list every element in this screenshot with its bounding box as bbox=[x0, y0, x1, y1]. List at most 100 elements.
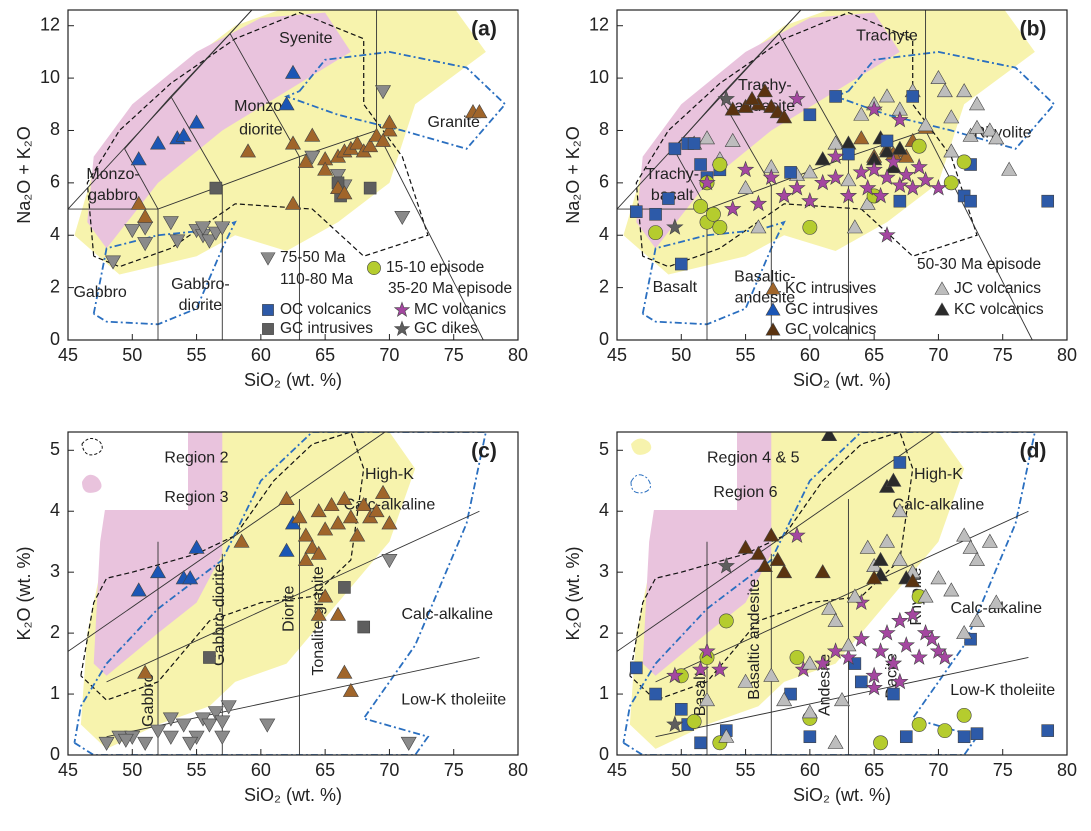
point bbox=[891, 110, 909, 128]
point bbox=[297, 527, 314, 542]
point bbox=[897, 165, 915, 183]
panel-label: (c) bbox=[471, 440, 497, 463]
point bbox=[956, 154, 972, 170]
point bbox=[363, 181, 377, 195]
point bbox=[737, 179, 754, 195]
point bbox=[362, 138, 379, 153]
point bbox=[871, 186, 890, 204]
panel: 45 50 55 60 65 70 75 80 0 2 4 6 8 10 12 SiO₂ (wt. %) Na₂… bbox=[14, 9, 528, 390]
point bbox=[668, 142, 682, 156]
region-icon bbox=[82, 474, 102, 493]
point bbox=[943, 582, 960, 597]
point bbox=[649, 687, 662, 701]
point bbox=[698, 173, 716, 191]
point bbox=[866, 570, 883, 585]
x-tick-label: 60 bbox=[251, 760, 271, 780]
plot-frame bbox=[616, 9, 1068, 341]
point bbox=[743, 90, 761, 105]
point bbox=[338, 581, 351, 594]
y-tick-label: 4 bbox=[599, 500, 609, 520]
point bbox=[629, 205, 643, 218]
y-tick-label: 4 bbox=[50, 224, 60, 244]
point bbox=[859, 539, 876, 554]
point bbox=[201, 234, 218, 249]
x-tick-label: 75 bbox=[444, 345, 464, 365]
point bbox=[968, 612, 986, 627]
x-tick-label: 60 bbox=[800, 345, 820, 365]
point bbox=[239, 143, 257, 158]
point bbox=[899, 730, 913, 744]
point bbox=[750, 545, 767, 560]
point bbox=[717, 89, 735, 107]
point bbox=[885, 472, 902, 487]
point bbox=[297, 153, 314, 168]
point bbox=[666, 218, 684, 235]
point bbox=[814, 173, 832, 191]
point bbox=[182, 570, 199, 585]
x-tick-label: 50 bbox=[122, 760, 142, 780]
point bbox=[988, 130, 1005, 145]
point bbox=[686, 714, 702, 729]
y-tick-label: 1 bbox=[50, 683, 60, 703]
point bbox=[957, 730, 971, 744]
point bbox=[629, 661, 643, 675]
region-icon bbox=[631, 438, 652, 455]
region-icon bbox=[81, 438, 103, 456]
y-tick-label: 2 bbox=[50, 622, 60, 642]
annotation: Granite bbox=[427, 114, 480, 131]
y-axis-label: Na₂O + K₂O bbox=[563, 126, 583, 224]
point bbox=[149, 724, 167, 739]
annotation: Region 2 bbox=[164, 449, 228, 466]
annotation: Syenite bbox=[279, 30, 332, 47]
y-tick-label: 3 bbox=[50, 561, 60, 581]
point bbox=[756, 557, 773, 573]
point bbox=[814, 654, 832, 671]
point bbox=[827, 734, 844, 749]
point bbox=[718, 613, 734, 629]
point bbox=[891, 551, 908, 566]
point bbox=[162, 216, 179, 231]
boundary-line bbox=[376, 130, 484, 340]
legend-label: JC volcanics bbox=[954, 280, 1041, 297]
point bbox=[169, 234, 186, 249]
y-tick-label: 6 bbox=[50, 172, 60, 192]
point bbox=[788, 526, 806, 543]
fields bbox=[68, 10, 507, 340]
point bbox=[891, 176, 909, 193]
field-outline bbox=[80, 432, 365, 701]
point bbox=[916, 171, 935, 188]
field-outline-blue bbox=[641, 220, 786, 326]
point bbox=[854, 675, 868, 689]
point bbox=[840, 172, 857, 187]
point bbox=[968, 119, 986, 134]
point bbox=[788, 178, 806, 196]
annotation: Tonalite-granite bbox=[310, 566, 327, 676]
point bbox=[194, 221, 212, 236]
annotation: Gabbro- bbox=[171, 276, 230, 293]
point bbox=[278, 490, 295, 505]
point bbox=[349, 527, 366, 542]
point bbox=[214, 730, 231, 745]
point bbox=[826, 168, 845, 186]
annotation: Basalt bbox=[653, 279, 698, 296]
x-tick-label: 45 bbox=[607, 345, 627, 365]
x-tick-label: 65 bbox=[864, 760, 884, 780]
point bbox=[394, 210, 411, 226]
point bbox=[801, 655, 818, 670]
point bbox=[717, 556, 735, 574]
point bbox=[687, 137, 701, 150]
field-pink bbox=[87, 12, 351, 249]
legend-marker bbox=[260, 252, 276, 266]
x-tick-label: 50 bbox=[122, 345, 142, 365]
point bbox=[897, 636, 915, 653]
boundary-line bbox=[778, 33, 849, 157]
boundary-line bbox=[673, 148, 708, 210]
y-tick-label: 0 bbox=[50, 329, 60, 349]
boundary-line bbox=[673, 10, 802, 150]
annotation: Monzo- bbox=[86, 166, 139, 183]
point bbox=[878, 533, 896, 548]
x-tick-label: 60 bbox=[251, 345, 271, 365]
point bbox=[130, 151, 147, 166]
point bbox=[291, 509, 308, 524]
point bbox=[342, 682, 359, 697]
